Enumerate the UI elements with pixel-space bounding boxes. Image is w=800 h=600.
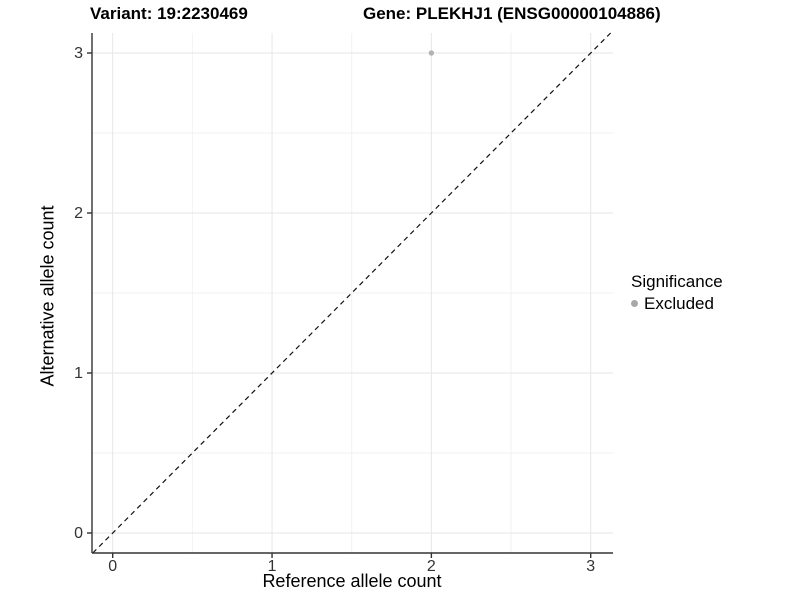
y-tick-label: 0: [74, 525, 83, 542]
excluded-point-icon: [631, 300, 638, 307]
x-tick-label: 2: [427, 558, 436, 575]
y-axis-title: Alternative allele count: [37, 205, 58, 387]
legend-title: Significance: [631, 272, 723, 291]
data-point-excluded: [428, 50, 435, 56]
x-tick-label: 0: [108, 558, 117, 575]
x-tick-label: 1: [268, 558, 277, 575]
legend-item-label: Excluded: [644, 294, 714, 313]
y-tick-label: 2: [74, 205, 83, 222]
y-tick-label: 3: [74, 45, 83, 62]
gene-title: Gene: PLEKHJ1 (ENSG00000104886): [363, 4, 661, 23]
y-tick-label: 1: [74, 365, 83, 382]
legend-item-excluded: Excluded: [631, 294, 723, 313]
x-axis-title: Reference allele count: [262, 571, 442, 591]
variant-title: Variant: 19:2230469: [90, 4, 248, 23]
x-tick-label: 3: [586, 558, 595, 575]
legend: Significance Excluded: [631, 272, 723, 313]
